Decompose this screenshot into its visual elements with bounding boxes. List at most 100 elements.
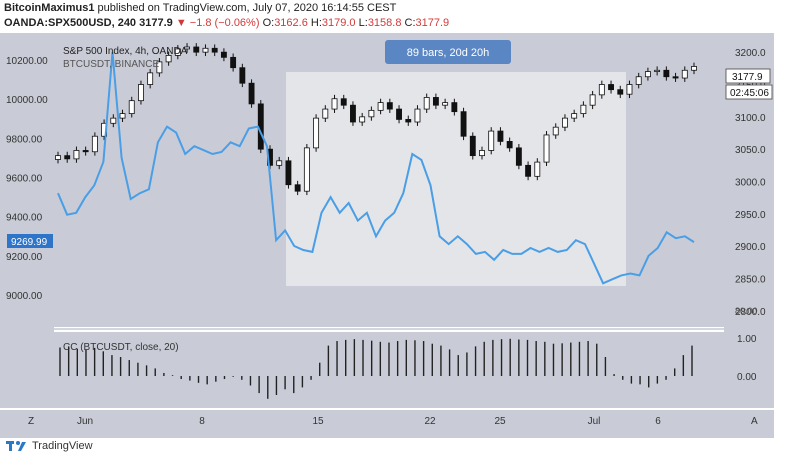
candle-body xyxy=(654,69,661,72)
candle-body xyxy=(110,117,117,124)
right-tick-label: 3200.0 xyxy=(735,48,766,59)
candle-body xyxy=(230,56,237,69)
left-price-scale[interactable] xyxy=(0,33,54,408)
btc-last-value-tag: 9269.99 xyxy=(11,237,48,248)
open-label: O: xyxy=(262,17,275,29)
right-tick-label: 3050.0 xyxy=(735,145,766,156)
candle-body xyxy=(368,109,375,118)
candle-body xyxy=(350,104,356,123)
candle-body xyxy=(571,113,578,119)
candle-body xyxy=(525,164,532,177)
candle-body xyxy=(608,84,614,91)
candle-body xyxy=(165,55,172,63)
last-price-box xyxy=(725,68,771,84)
candle-body xyxy=(451,102,458,113)
time-axis[interactable] xyxy=(0,410,774,438)
cc-pane-title: CC (BTCUSDT, close, 20) xyxy=(63,342,179,353)
candle-body xyxy=(257,103,264,150)
candle-body xyxy=(202,47,209,53)
right-tick-label: 2800.0 xyxy=(735,307,766,318)
candle-body xyxy=(543,134,550,163)
candle-body xyxy=(681,69,688,79)
candle-body xyxy=(469,135,476,157)
candle-body xyxy=(580,104,587,115)
author-name[interactable]: BitcoinMaximus1 xyxy=(4,2,95,14)
candle-body xyxy=(506,141,513,149)
candle-body xyxy=(128,100,135,114)
countdown-box xyxy=(725,84,773,100)
btc-line xyxy=(57,52,695,285)
close-label: C: xyxy=(404,17,416,29)
left-tick-label: 10200.00 xyxy=(6,56,48,67)
candle-body xyxy=(442,102,449,106)
candle-body xyxy=(64,155,71,160)
candle-body xyxy=(82,150,89,153)
candle-body xyxy=(285,160,292,186)
candle-body xyxy=(691,66,697,71)
candle-body xyxy=(313,117,320,149)
candle-body xyxy=(377,102,384,111)
right-tick-label: 3000.0 xyxy=(735,178,766,189)
candle-body xyxy=(119,113,126,119)
last-price: 3177.9 xyxy=(139,17,173,29)
time-tick-label: 25 xyxy=(494,416,506,427)
candle-body xyxy=(193,46,200,53)
candle-body xyxy=(414,108,421,123)
open-value: 3162.6 xyxy=(274,17,308,29)
candle-body xyxy=(635,76,642,85)
candle-body xyxy=(322,108,329,119)
candle-body xyxy=(174,48,181,56)
candle-body xyxy=(405,119,412,123)
last-price-tag: 3177.9 xyxy=(732,72,763,83)
candle-body xyxy=(488,130,495,151)
cc-tick-label: 1.00 xyxy=(737,334,757,345)
high-value: 3179.0 xyxy=(321,17,356,29)
candle-body xyxy=(432,97,439,106)
time-tick-label: Jun xyxy=(77,416,93,427)
high-label: H: xyxy=(310,17,322,29)
candle-body xyxy=(147,72,154,85)
left-tick-label: 9000.00 xyxy=(6,291,43,302)
time-tick-label: 22 xyxy=(424,416,436,427)
candle-body xyxy=(626,84,633,95)
right-tick-label: 3100.0 xyxy=(735,113,766,124)
candle-body xyxy=(359,116,366,123)
candle-body xyxy=(460,111,467,137)
publish-header: BitcoinMaximus1 published on TradingView… xyxy=(4,2,396,14)
candle-body xyxy=(211,47,218,53)
time-tick-label: 15 xyxy=(312,416,324,427)
right-tick-label: 2950.0 xyxy=(735,210,766,221)
zoom-button-z[interactable]: Z xyxy=(28,416,34,427)
btc-series-label: BTCUSDT, BINANCE xyxy=(63,59,159,70)
left-tick-label: 9600.00 xyxy=(6,174,43,185)
left-tick-label: 9400.00 xyxy=(6,213,43,224)
symbol-header: OANDA:SPX500USD, 240 3177.9 ▼ −1.8 (−0.0… xyxy=(4,17,449,29)
candle-body xyxy=(55,155,61,160)
candle-body xyxy=(617,89,624,95)
auto-scale-button-a[interactable]: A xyxy=(751,416,758,427)
candle-body xyxy=(562,117,568,128)
range-badge-label: 89 bars, 20d 20h xyxy=(407,47,490,59)
symbol-label: OANDA:SPX500USD, 240 xyxy=(4,17,137,29)
candle-body xyxy=(91,135,98,153)
spx-pane-title: S&P 500 Index, 4h, OANDA xyxy=(63,46,188,57)
candle-body xyxy=(552,126,559,136)
candle-body xyxy=(156,61,163,74)
left-tick-label: 9200.00 xyxy=(6,252,43,263)
candle-body xyxy=(497,130,504,142)
right-tick-label: 2850.0 xyxy=(735,275,766,286)
countdown-tag: 02:45:06 xyxy=(730,88,769,99)
low-label: L: xyxy=(358,17,368,29)
left-tick-label: 10000.00 xyxy=(6,95,48,106)
candle-body xyxy=(340,98,347,106)
candle-body xyxy=(239,67,246,84)
candle-body xyxy=(423,97,430,110)
time-tick-label: 8 xyxy=(199,416,205,427)
tradingview-logo-icon xyxy=(6,441,26,451)
candle-body xyxy=(396,108,402,120)
published-text: published on TradingView.com, July 07, 2… xyxy=(97,2,397,14)
time-tick-label: Jul xyxy=(588,416,601,427)
footer-brand[interactable]: TradingView xyxy=(32,440,93,452)
left-tick-label: 9800.00 xyxy=(6,134,43,145)
